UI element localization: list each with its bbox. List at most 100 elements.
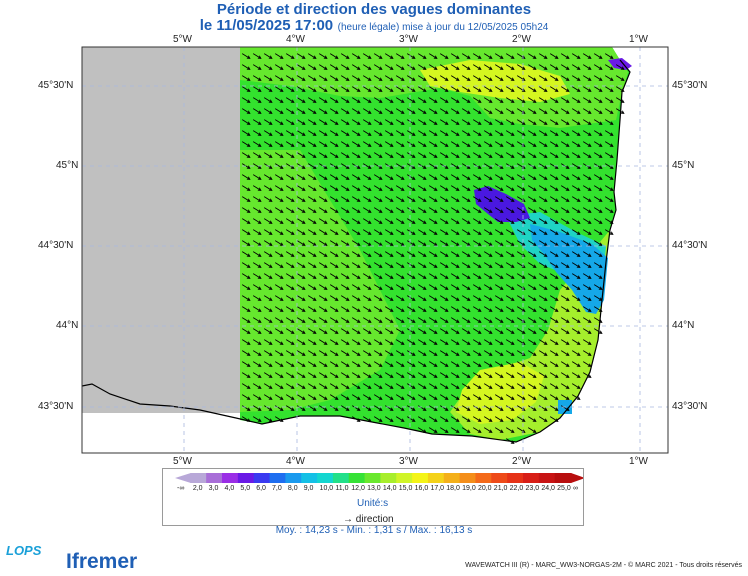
direction-arrow-head bbox=[422, 99, 427, 103]
direction-arrow-head bbox=[433, 396, 438, 400]
direction-arrow-head bbox=[543, 154, 548, 158]
direction-arrow-head bbox=[301, 341, 306, 345]
direction-arrow bbox=[329, 350, 339, 356]
direction-arrow-head bbox=[543, 330, 548, 334]
direction-arrow bbox=[318, 64, 328, 70]
direction-arrow bbox=[439, 394, 449, 400]
direction-arrow-head bbox=[389, 176, 394, 180]
direction-arrow-head bbox=[554, 242, 559, 246]
direction-arrow bbox=[340, 174, 350, 180]
direction-arrow-head bbox=[301, 209, 306, 213]
direction-arrow bbox=[307, 141, 317, 147]
direction-arrow-head bbox=[301, 396, 306, 400]
direction-arrow-head bbox=[466, 231, 471, 235]
direction-arrow-head bbox=[455, 99, 460, 103]
direction-arrow-head bbox=[466, 363, 471, 367]
direction-arrow-head bbox=[477, 165, 482, 169]
direction-arrow-head bbox=[587, 253, 592, 257]
direction-arrow-head bbox=[444, 396, 449, 400]
direction-arrow bbox=[439, 64, 449, 70]
scale-swatch bbox=[380, 473, 398, 483]
direction-arrow bbox=[241, 207, 251, 213]
direction-arrow bbox=[461, 141, 471, 147]
direction-arrow-head bbox=[323, 352, 328, 356]
direction-arrow-head bbox=[279, 220, 284, 224]
direction-arrow-head bbox=[312, 231, 317, 235]
direction-arrow bbox=[263, 339, 273, 345]
direction-arrow-head bbox=[499, 385, 504, 389]
direction-arrow bbox=[340, 394, 350, 400]
direction-arrow-head bbox=[400, 143, 405, 147]
direction-arrow bbox=[439, 405, 449, 411]
direction-arrow-head bbox=[543, 407, 548, 411]
direction-arrow-head bbox=[598, 308, 603, 312]
direction-arrow bbox=[505, 251, 515, 257]
direction-arrow-head bbox=[279, 308, 284, 312]
direction-arrow-head bbox=[257, 374, 262, 378]
direction-arrow bbox=[604, 108, 614, 114]
direction-arrow-head bbox=[598, 209, 603, 213]
direction-arrow bbox=[263, 185, 273, 191]
direction-arrow-head bbox=[532, 121, 537, 125]
direction-arrow-head bbox=[378, 198, 383, 202]
direction-arrow-head bbox=[554, 396, 559, 400]
direction-arrow-head bbox=[466, 352, 471, 356]
direction-arrow-head bbox=[433, 154, 438, 158]
direction-arrow-head bbox=[499, 99, 504, 103]
direction-arrow-head bbox=[279, 352, 284, 356]
direction-arrow-head bbox=[433, 110, 438, 114]
direction-arrow bbox=[362, 317, 372, 323]
direction-arrow bbox=[461, 207, 471, 213]
direction-arrow bbox=[450, 273, 460, 279]
direction-arrow-head bbox=[466, 242, 471, 246]
direction-arrow bbox=[604, 218, 614, 224]
direction-arrow-head bbox=[554, 297, 559, 301]
direction-arrow-head bbox=[455, 319, 460, 323]
direction-arrow-head bbox=[532, 297, 537, 301]
direction-arrow bbox=[263, 306, 273, 312]
direction-arrow-head bbox=[301, 231, 306, 235]
direction-arrow bbox=[582, 86, 592, 92]
direction-arrow bbox=[362, 361, 372, 367]
direction-arrow-head bbox=[444, 121, 449, 125]
direction-arrow bbox=[472, 64, 482, 70]
direction-arrow bbox=[549, 185, 559, 191]
direction-arrow-head bbox=[356, 297, 361, 301]
direction-arrow bbox=[274, 383, 284, 389]
direction-arrow bbox=[461, 240, 471, 246]
direction-arrow bbox=[373, 416, 383, 422]
direction-arrow bbox=[274, 97, 284, 103]
direction-arrow bbox=[340, 196, 350, 202]
direction-arrow-head bbox=[312, 308, 317, 312]
direction-arrow bbox=[417, 350, 427, 356]
direction-arrow-head bbox=[488, 352, 493, 356]
direction-arrow bbox=[505, 372, 515, 378]
direction-arrow-head bbox=[543, 341, 548, 345]
direction-arrow-head bbox=[279, 198, 284, 202]
direction-arrow bbox=[395, 383, 405, 389]
scale-tick-label: 11,0 bbox=[335, 485, 349, 492]
direction-arrow-head bbox=[345, 253, 350, 257]
direction-arrow-head bbox=[378, 132, 383, 136]
direction-arrow bbox=[340, 130, 350, 136]
direction-arrow bbox=[285, 152, 295, 158]
direction-arrow bbox=[450, 306, 460, 312]
direction-arrow-head bbox=[521, 99, 526, 103]
direction-arrow bbox=[472, 152, 482, 158]
direction-arrow-head bbox=[620, 77, 625, 81]
direction-arrow bbox=[340, 262, 350, 268]
direction-arrow bbox=[252, 306, 262, 312]
direction-arrow-head bbox=[433, 132, 438, 136]
direction-arrow bbox=[582, 64, 592, 70]
direction-arrow-head bbox=[609, 198, 614, 202]
direction-arrow bbox=[505, 174, 515, 180]
direction-arrow-head bbox=[587, 143, 592, 147]
direction-arrow bbox=[439, 372, 449, 378]
direction-arrow bbox=[263, 207, 273, 213]
direction-arrow bbox=[538, 130, 548, 136]
direction-arrow bbox=[450, 339, 460, 345]
direction-arrow bbox=[494, 64, 504, 70]
direction-arrow-head bbox=[598, 275, 603, 279]
direction-arrow-head bbox=[598, 176, 603, 180]
direction-arrow bbox=[582, 174, 592, 180]
